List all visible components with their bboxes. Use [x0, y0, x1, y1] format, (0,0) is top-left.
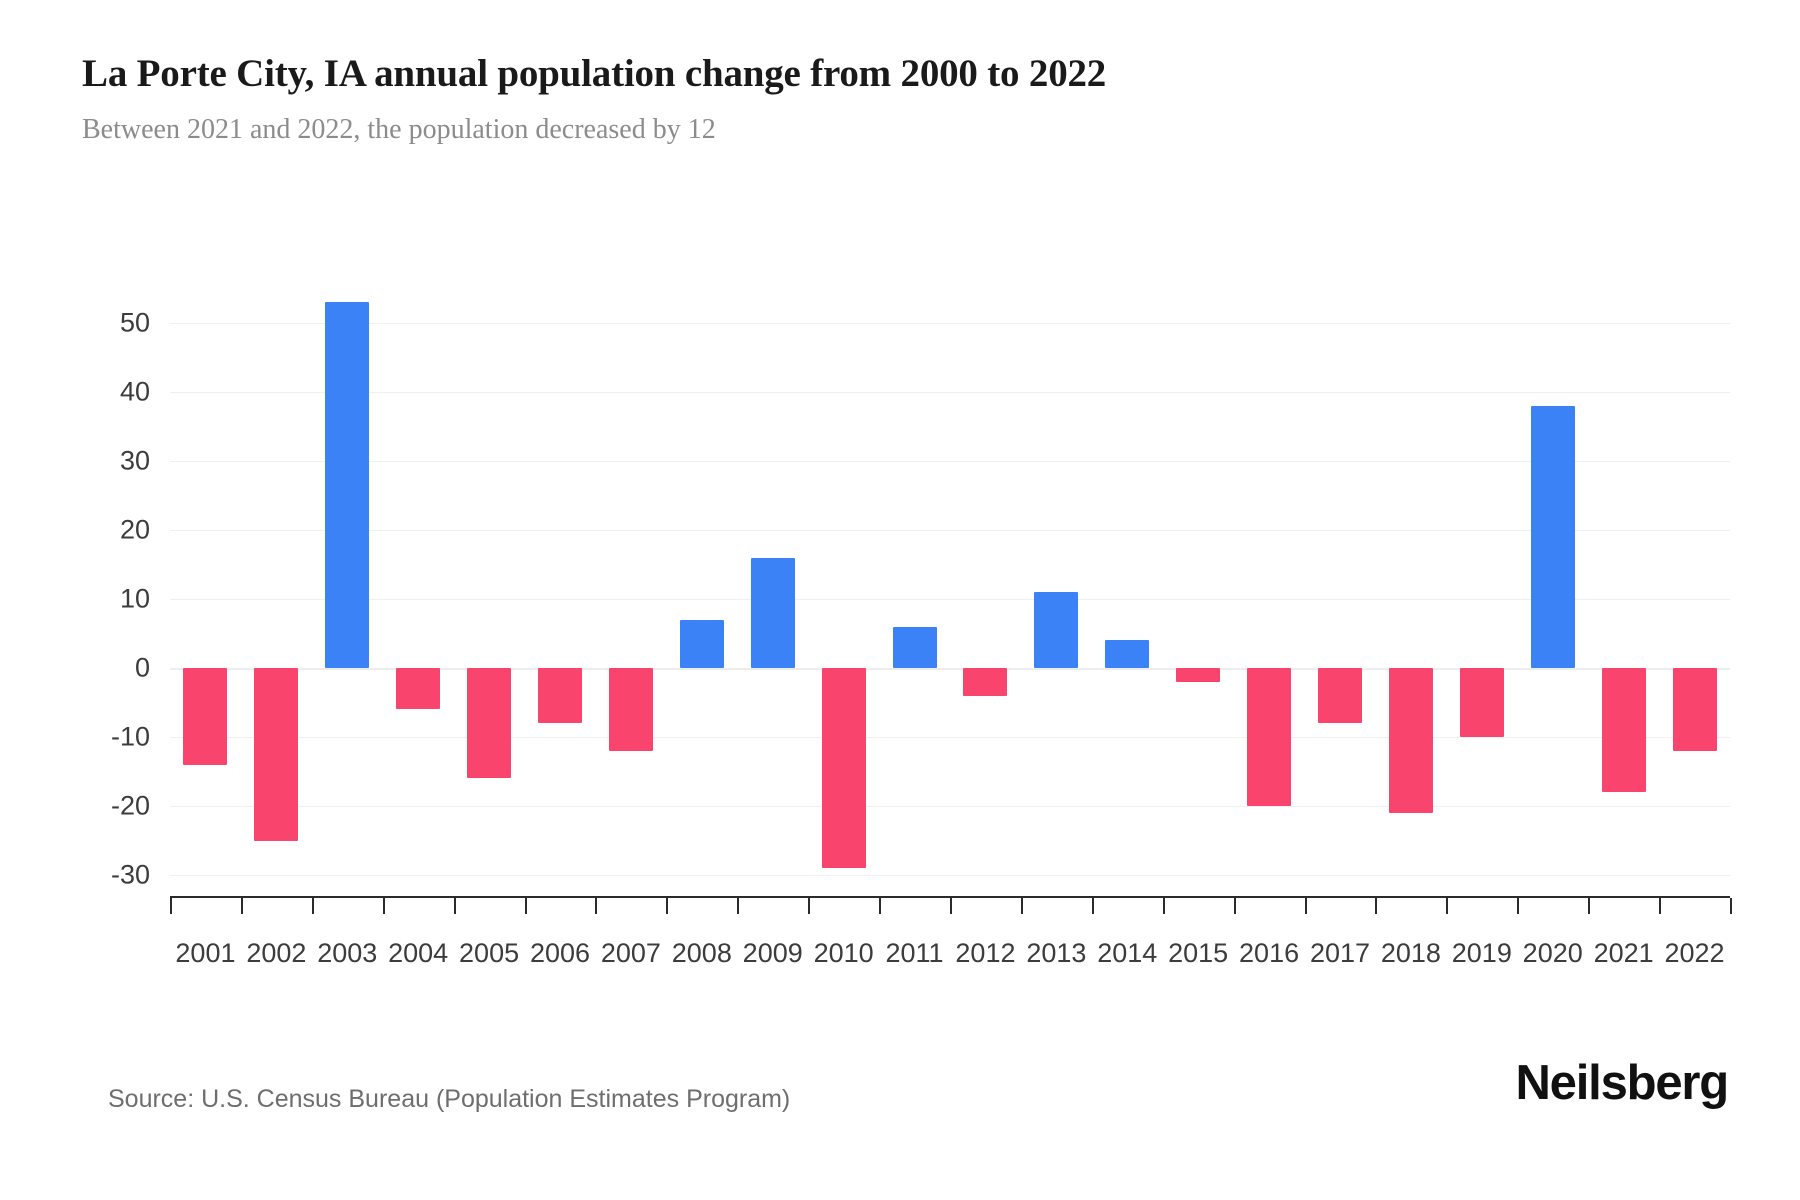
x-axis-tick-label: 2013 — [1026, 938, 1087, 968]
x-axis-tick-label: 2017 — [1309, 938, 1371, 968]
bar-2002[interactable] — [254, 668, 299, 841]
x-axis-tick-label: 2016 — [1239, 938, 1300, 968]
x-axis-tick-label: 2018 — [1380, 938, 1441, 968]
x-axis-tick-mark — [1730, 898, 1732, 914]
x-axis-tick-mark — [170, 898, 172, 914]
x-axis-tick-mark — [737, 898, 740, 914]
bar-2007[interactable] — [608, 668, 653, 751]
x-axis-tick-mark — [879, 898, 882, 914]
brand-logo: Neilsberg — [1515, 1056, 1730, 1110]
x-axis-tick-label: 2009 — [742, 938, 803, 968]
x-axis-tick-label: 2002 — [246, 938, 307, 968]
bar-2016[interactable] — [1247, 668, 1292, 806]
x-axis-tick-label: 2004 — [388, 938, 449, 968]
bar-2001[interactable] — [183, 668, 228, 765]
x-axis-tick-mark — [666, 898, 669, 914]
source-note: Source: U.S. Census Bureau (Population E… — [108, 1085, 791, 1113]
x-axis-tick-mark — [1659, 898, 1662, 914]
bar-2009[interactable] — [750, 557, 795, 668]
bar-2012[interactable] — [963, 668, 1008, 696]
x-axis-tick-label: 2012 — [955, 938, 1016, 968]
x-axis-tick-mark — [1588, 898, 1591, 914]
bar-2003[interactable] — [325, 302, 370, 668]
bar-2004[interactable] — [396, 668, 441, 710]
x-axis-tick-label: 2020 — [1522, 938, 1583, 968]
y-axis-tick-label: 30 — [119, 445, 150, 476]
y-axis-tick-label: 10 — [119, 583, 150, 614]
bar-2021[interactable] — [1601, 668, 1646, 793]
x-axis-tick-mark — [524, 898, 527, 914]
x-axis-tick-mark — [1517, 898, 1520, 914]
x-axis-tick-mark — [382, 898, 385, 914]
bar-2006[interactable] — [538, 668, 582, 724]
x-axis-tick-mark — [1233, 898, 1236, 914]
x-axis-tick-mark — [240, 898, 243, 914]
bar-2013[interactable] — [1034, 592, 1079, 668]
x-axis-tick-mark — [1091, 898, 1094, 914]
y-gridline — [170, 737, 1730, 738]
y-gridline — [170, 392, 1730, 393]
bar-2015[interactable] — [1176, 668, 1221, 682]
y-axis-tick-label: -30 — [110, 859, 150, 890]
y-gridline — [170, 323, 1730, 324]
x-axis-tick-label: 2001 — [175, 938, 236, 968]
x-axis-tick-mark — [1375, 898, 1378, 914]
y-axis-tick-label: -20 — [110, 790, 150, 821]
x-axis-tick-label: 2011 — [885, 938, 944, 968]
y-gridline — [170, 530, 1730, 531]
bar-2014[interactable] — [1105, 640, 1150, 668]
x-axis-tick-mark — [950, 898, 952, 914]
x-axis-tick-mark — [1162, 898, 1165, 914]
y-axis-tick-label: 40 — [119, 376, 150, 407]
x-axis-tick-label: 2007 — [600, 938, 661, 968]
page-title: La Porte City, IA annual population chan… — [82, 52, 1107, 95]
bar-2005[interactable] — [467, 668, 512, 779]
chart-subtitle: Between 2021 and 2022, the population de… — [82, 113, 716, 145]
bar-2020[interactable] — [1530, 405, 1575, 668]
x-axis-tick-mark — [311, 898, 314, 914]
y-axis-tick-label: 50 — [119, 307, 150, 338]
y-gridline — [170, 806, 1730, 807]
x-axis-tick-label: 2006 — [529, 938, 591, 968]
x-axis-tick-label: 2008 — [671, 938, 732, 968]
x-axis-tick-mark — [1304, 898, 1307, 914]
zero-baseline — [170, 668, 1730, 670]
x-axis-tick-label: 2003 — [317, 938, 378, 968]
y-gridline — [170, 599, 1730, 600]
x-axis-tick-mark — [453, 898, 456, 914]
x-axis-tick-mark — [808, 898, 811, 914]
x-axis-line — [170, 896, 1730, 898]
bar-2019[interactable] — [1459, 668, 1504, 737]
x-axis-tick-label: 2022 — [1664, 938, 1725, 968]
y-axis-tick-label: 0 — [134, 652, 150, 683]
chart-header: La Porte City, IA annual population chan… — [82, 52, 1722, 146]
x-axis-tick-mark — [595, 898, 598, 914]
y-axis-tick-label: 20 — [119, 514, 150, 545]
x-axis-tick-label: 2005 — [459, 938, 520, 968]
x-axis-tick-mark — [1446, 898, 1449, 914]
x-axis-tick-label: 2021 — [1593, 938, 1654, 968]
bar-2017[interactable] — [1318, 668, 1362, 724]
bar-2018[interactable] — [1388, 668, 1433, 813]
x-axis-tick-label: 2010 — [813, 938, 874, 968]
y-axis-tick-label: -10 — [110, 721, 150, 752]
bar-2011[interactable] — [892, 626, 937, 668]
bar-2008[interactable] — [679, 619, 724, 668]
x-axis-tick-label: 2019 — [1451, 938, 1512, 968]
bar-2010[interactable] — [821, 668, 866, 869]
y-gridline — [170, 875, 1730, 876]
y-gridline — [170, 461, 1730, 462]
x-axis-tick-mark — [1020, 898, 1023, 914]
x-axis-tick-label: 2015 — [1168, 938, 1229, 968]
bar-2022[interactable] — [1672, 668, 1717, 751]
x-axis-tick-label: 2014 — [1097, 938, 1158, 968]
